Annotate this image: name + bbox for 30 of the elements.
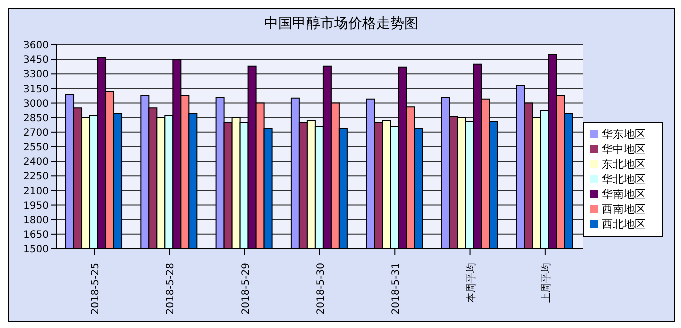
- y-tick-label: 1500: [24, 244, 49, 256]
- x-tick-label: 2018-5-28: [166, 263, 177, 315]
- y-tick-label: 2400: [24, 157, 49, 168]
- legend-label: 东北地区: [602, 158, 646, 170]
- x-tick-label: 本周平均: [465, 263, 478, 303]
- chart-title: 中国甲醇市场价格走势图: [264, 15, 420, 34]
- legend-label: 华中地区: [602, 142, 646, 156]
- y-tick-label: 2550: [24, 142, 49, 154]
- y-tick-label: 3000: [24, 98, 49, 110]
- y-tick-label: 2100: [24, 186, 49, 198]
- y-tick-label: 2250: [24, 172, 49, 183]
- y-tick-label: 1950: [24, 200, 49, 212]
- y-tick-label: 3450: [24, 55, 49, 66]
- x-tick-label: 上周平均: [540, 263, 552, 303]
- legend-label: 华南地区: [602, 188, 646, 200]
- y-tick-label: 2850: [24, 113, 49, 124]
- legend-label: 西南地区: [602, 202, 646, 216]
- y-tick-label: 1800: [24, 215, 49, 226]
- y-tick-label: 3150: [24, 84, 49, 96]
- x-tick-label: 2018-5-30: [316, 263, 327, 315]
- legend-label: 华东地区: [602, 128, 646, 140]
- y-tick-label: 2700: [24, 128, 49, 139]
- y-tick-label: 3600: [24, 40, 49, 52]
- legend-label: 西北地区: [602, 218, 646, 230]
- y-tick-label: 3300: [24, 70, 49, 81]
- legend-label: 华北地区: [602, 172, 646, 186]
- x-tick-label: 2018-5-25: [90, 263, 102, 315]
- y-tick-label: 1650: [24, 230, 49, 241]
- x-tick-label: 2018-5-31: [391, 263, 402, 315]
- x-tick-label: 2018-5-29: [240, 263, 252, 315]
